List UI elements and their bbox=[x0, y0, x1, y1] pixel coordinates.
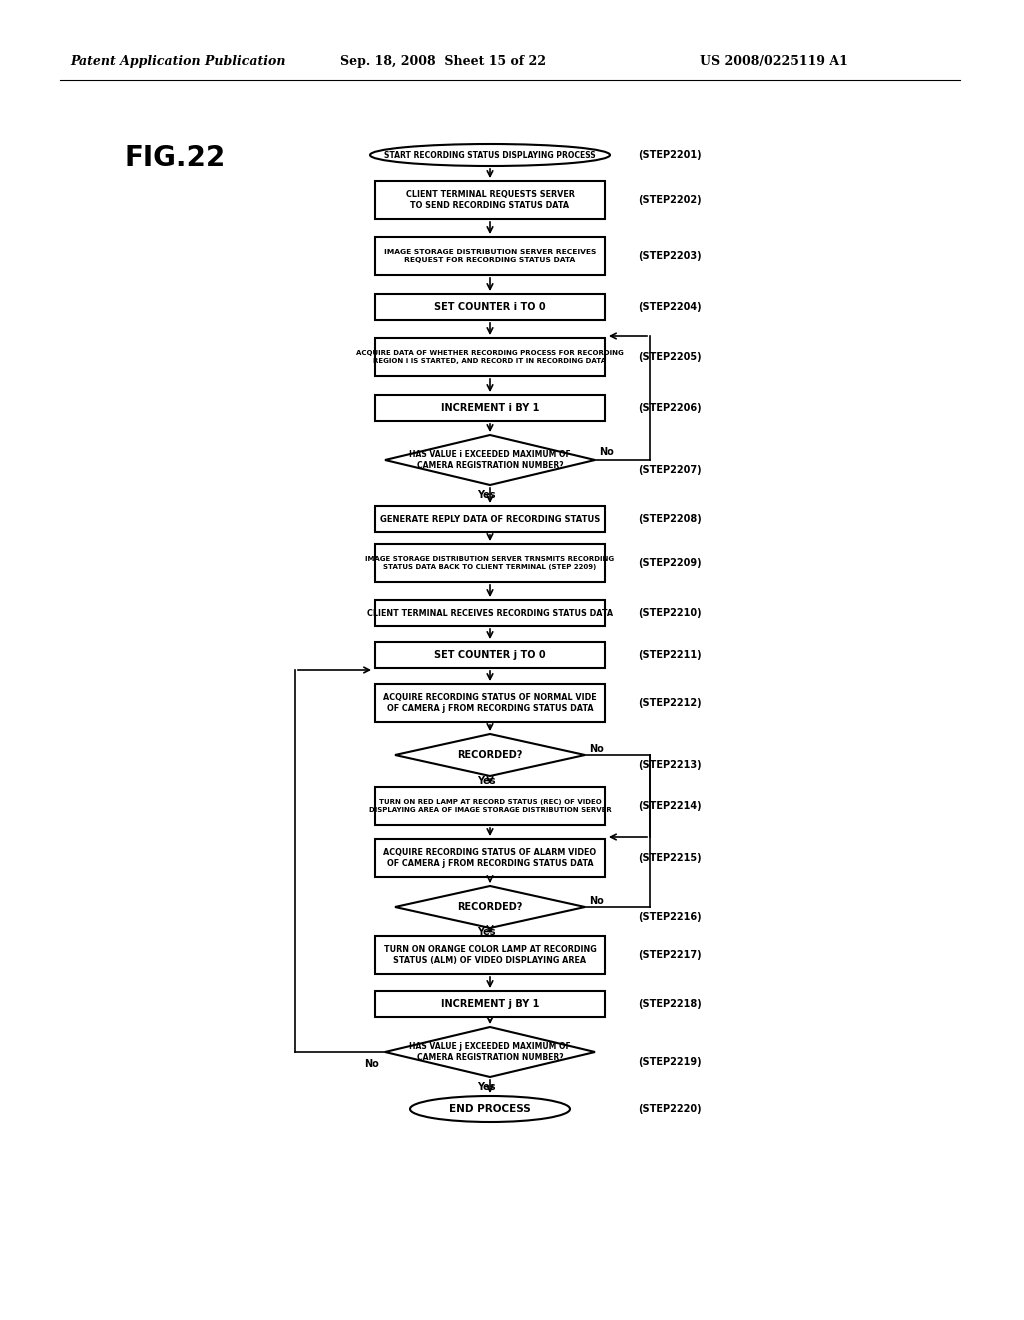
Bar bbox=[375, 936, 605, 974]
Text: (STEP2213): (STEP2213) bbox=[638, 760, 701, 770]
Bar bbox=[375, 840, 605, 876]
Polygon shape bbox=[385, 1027, 595, 1077]
Text: (STEP2218): (STEP2218) bbox=[638, 999, 701, 1008]
Text: TURN ON RED LAMP AT RECORD STATUS (REC) OF VIDEO
DISPLAYING AREA OF IMAGE STORAG: TURN ON RED LAMP AT RECORD STATUS (REC) … bbox=[369, 799, 611, 813]
Text: (STEP2206): (STEP2206) bbox=[638, 403, 701, 413]
Text: (STEP2207): (STEP2207) bbox=[638, 465, 701, 475]
Polygon shape bbox=[385, 436, 595, 484]
Bar bbox=[375, 294, 605, 319]
Text: (STEP2203): (STEP2203) bbox=[638, 251, 701, 261]
Text: SET COUNTER i TO 0: SET COUNTER i TO 0 bbox=[434, 302, 546, 312]
Text: CLIENT TERMINAL RECEIVES RECORDING STATUS DATA: CLIENT TERMINAL RECEIVES RECORDING STATU… bbox=[367, 609, 613, 618]
Text: (STEP2201): (STEP2201) bbox=[638, 150, 701, 160]
Text: (STEP2202): (STEP2202) bbox=[638, 195, 701, 205]
Text: Yes: Yes bbox=[477, 927, 496, 937]
Text: US 2008/0225119 A1: US 2008/0225119 A1 bbox=[700, 55, 848, 69]
Text: Yes: Yes bbox=[477, 776, 496, 787]
Text: IMAGE STORAGE DISTRIBUTION SERVER RECEIVES
REQUEST FOR RECORDING STATUS DATA: IMAGE STORAGE DISTRIBUTION SERVER RECEIV… bbox=[384, 249, 596, 263]
Text: END PROCESS: END PROCESS bbox=[450, 1104, 530, 1114]
Text: No: No bbox=[589, 744, 604, 754]
Text: ACQUIRE RECORDING STATUS OF NORMAL VIDE
OF CAMERA j FROM RECORDING STATUS DATA: ACQUIRE RECORDING STATUS OF NORMAL VIDE … bbox=[383, 693, 597, 713]
Bar bbox=[375, 991, 605, 1016]
Bar bbox=[375, 544, 605, 582]
Text: (STEP2214): (STEP2214) bbox=[638, 801, 701, 810]
Text: FIG.22: FIG.22 bbox=[124, 144, 225, 172]
Bar bbox=[375, 684, 605, 722]
Text: Yes: Yes bbox=[477, 1081, 496, 1092]
Bar bbox=[375, 338, 605, 376]
Text: (STEP2216): (STEP2216) bbox=[638, 912, 701, 921]
Bar bbox=[375, 601, 605, 626]
Text: Patent Application Publication: Patent Application Publication bbox=[70, 55, 286, 69]
Bar bbox=[375, 642, 605, 668]
Text: IMAGE STORAGE DISTRIBUTION SERVER TRNSMITS RECORDING
STATUS DATA BACK TO CLIENT : IMAGE STORAGE DISTRIBUTION SERVER TRNSMI… bbox=[366, 556, 614, 570]
Text: (STEP2211): (STEP2211) bbox=[638, 649, 701, 660]
Text: (STEP2208): (STEP2208) bbox=[638, 513, 701, 524]
Bar bbox=[375, 395, 605, 421]
Text: Yes: Yes bbox=[477, 491, 496, 500]
Text: No: No bbox=[599, 447, 613, 457]
Text: No: No bbox=[365, 1059, 379, 1069]
Text: (STEP2215): (STEP2215) bbox=[638, 853, 701, 863]
Text: INCREMENT i BY 1: INCREMENT i BY 1 bbox=[440, 403, 540, 413]
Text: (STEP2204): (STEP2204) bbox=[638, 302, 701, 312]
Text: (STEP2212): (STEP2212) bbox=[638, 698, 701, 708]
Text: ACQUIRE DATA OF WHETHER RECORDING PROCESS FOR RECORDING
REGION i IS STARTED, AND: ACQUIRE DATA OF WHETHER RECORDING PROCES… bbox=[356, 350, 624, 364]
Text: RECORDED?: RECORDED? bbox=[458, 750, 522, 760]
Text: (STEP2210): (STEP2210) bbox=[638, 609, 701, 618]
Text: (STEP2205): (STEP2205) bbox=[638, 352, 701, 362]
Text: ACQUIRE RECORDING STATUS OF ALARM VIDEO
OF CAMERA j FROM RECORDING STATUS DATA: ACQUIRE RECORDING STATUS OF ALARM VIDEO … bbox=[383, 847, 597, 869]
Text: CLIENT TERMINAL REQUESTS SERVER
TO SEND RECORDING STATUS DATA: CLIENT TERMINAL REQUESTS SERVER TO SEND … bbox=[406, 190, 574, 210]
Text: TURN ON ORANGE COLOR LAMP AT RECORDING
STATUS (ALM) OF VIDEO DISPLAYING AREA: TURN ON ORANGE COLOR LAMP AT RECORDING S… bbox=[384, 945, 596, 965]
Polygon shape bbox=[395, 734, 585, 776]
Bar bbox=[375, 506, 605, 532]
Ellipse shape bbox=[370, 144, 610, 166]
Text: Sep. 18, 2008  Sheet 15 of 22: Sep. 18, 2008 Sheet 15 of 22 bbox=[340, 55, 546, 69]
Text: No: No bbox=[589, 896, 604, 906]
Bar bbox=[375, 787, 605, 825]
Text: INCREMENT j BY 1: INCREMENT j BY 1 bbox=[440, 999, 540, 1008]
Text: (STEP2219): (STEP2219) bbox=[638, 1057, 701, 1067]
Text: HAS VALUE i EXCEEDED MAXIMUM OF
CAMERA REGISTRATION NUMBER?: HAS VALUE i EXCEEDED MAXIMUM OF CAMERA R… bbox=[410, 450, 570, 470]
Text: GENERATE REPLY DATA OF RECORDING STATUS: GENERATE REPLY DATA OF RECORDING STATUS bbox=[380, 515, 600, 524]
Polygon shape bbox=[395, 886, 585, 928]
Text: HAS VALUE j EXCEEDED MAXIMUM OF
CAMERA REGISTRATION NUMBER?: HAS VALUE j EXCEEDED MAXIMUM OF CAMERA R… bbox=[410, 1041, 570, 1063]
Text: RECORDED?: RECORDED? bbox=[458, 902, 522, 912]
Bar bbox=[375, 238, 605, 275]
Text: START RECORDING STATUS DISPLAYING PROCESS: START RECORDING STATUS DISPLAYING PROCES… bbox=[384, 150, 596, 160]
Ellipse shape bbox=[410, 1096, 570, 1122]
Text: (STEP2220): (STEP2220) bbox=[638, 1104, 701, 1114]
Text: SET COUNTER j TO 0: SET COUNTER j TO 0 bbox=[434, 649, 546, 660]
Text: (STEP2209): (STEP2209) bbox=[638, 558, 701, 568]
Text: (STEP2217): (STEP2217) bbox=[638, 950, 701, 960]
Bar bbox=[375, 181, 605, 219]
